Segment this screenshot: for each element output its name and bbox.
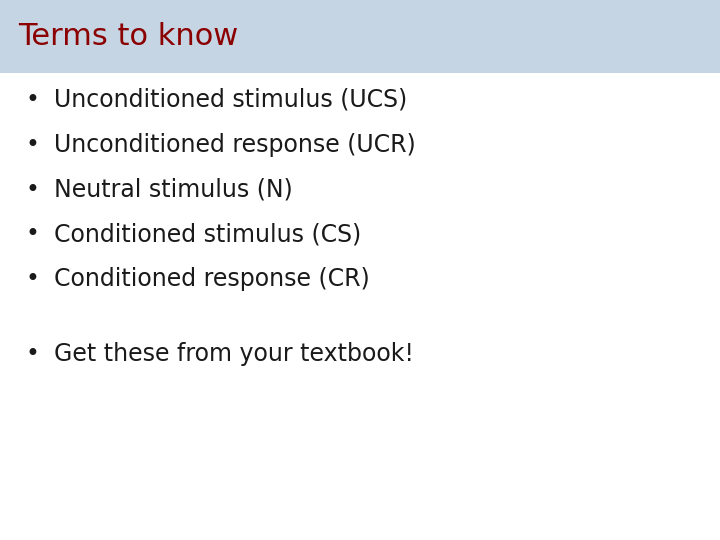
Text: •: • — [25, 88, 40, 112]
Text: Conditioned response (CR): Conditioned response (CR) — [54, 267, 370, 291]
FancyBboxPatch shape — [0, 0, 720, 73]
Text: Get these from your textbook!: Get these from your textbook! — [54, 342, 414, 366]
Text: Unconditioned response (UCR): Unconditioned response (UCR) — [54, 133, 415, 157]
Text: •: • — [25, 133, 40, 157]
Text: •: • — [25, 342, 40, 366]
Text: Neutral stimulus (N): Neutral stimulus (N) — [54, 178, 293, 201]
Text: Terms to know: Terms to know — [18, 22, 238, 51]
Text: Conditioned stimulus (CS): Conditioned stimulus (CS) — [54, 222, 361, 246]
Text: •: • — [25, 178, 40, 201]
Text: •: • — [25, 222, 40, 246]
Text: Unconditioned stimulus (UCS): Unconditioned stimulus (UCS) — [54, 88, 408, 112]
Text: •: • — [25, 267, 40, 291]
